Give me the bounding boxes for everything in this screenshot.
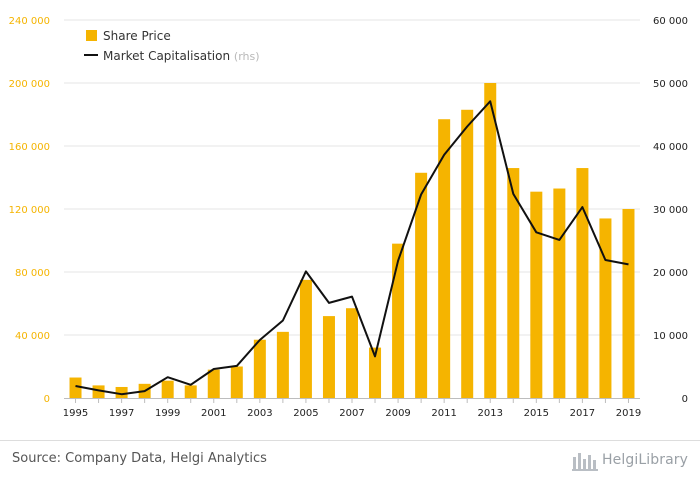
chart: 0 40 000 80 000 120 000 160 000 200 000 240 00…: [9, 16, 688, 419]
bar-2004: [276, 331, 289, 398]
y-left-tick-label: 240 000: [9, 16, 50, 27]
bar-2002: [230, 366, 243, 398]
y-left-tick-label: 160 000: [9, 142, 50, 153]
y-left-tick-label: 40 000: [15, 331, 50, 342]
bar-2001: [207, 369, 220, 398]
y-left-tick-label: 200 000: [9, 79, 50, 90]
legend-swatch-share-price: [86, 30, 97, 41]
y-right-tick-label: 40 000: [653, 142, 688, 153]
legend-label-market-cap: Market Capitalisation (rhs): [103, 49, 260, 63]
footer-divider: [0, 440, 700, 441]
legend: Share Price Market Capitalisation (rhs): [84, 29, 260, 63]
bar-2007: [346, 308, 358, 398]
y-left-tick-label: 0: [44, 394, 50, 405]
line-series: [75, 100, 629, 396]
brand-logo[interactable]: HelgiLibrary: [572, 448, 688, 472]
y-left-tick-label: 120 000: [9, 205, 50, 216]
bar-2013: [484, 83, 497, 398]
legend-label-market-cap-suffix: (rhs): [234, 50, 260, 63]
bar-2012: [461, 109, 474, 399]
bar-2009: [392, 243, 405, 398]
y-right-tick-label: 20 000: [653, 268, 688, 279]
x-tick-label: 2005: [293, 408, 318, 419]
y-right-tick-label: 60 000: [653, 16, 688, 27]
bar-2011: [438, 119, 451, 398]
x-tick-label: 2001: [201, 408, 226, 419]
bar-2019: [622, 209, 635, 398]
x-tick-label: 2019: [616, 408, 641, 419]
bar-2010: [415, 172, 428, 398]
axes: 0 40 000 80 000 120 000 160 000 200 000 240 00…: [9, 16, 688, 419]
bar-1999: [161, 380, 174, 398]
x-tick-label: 1995: [63, 408, 88, 419]
x-tick-label: 1997: [109, 408, 134, 419]
y-left-tick-label: 80 000: [15, 268, 50, 279]
bar-2005: [299, 279, 312, 398]
bar-2006: [322, 316, 335, 398]
y-right-tick-label: 30 000: [653, 205, 688, 216]
x-tick-label: 2009: [385, 408, 410, 419]
x-tick-label: 2007: [339, 408, 364, 419]
x-tick-label: 1999: [155, 408, 180, 419]
bar-2003: [253, 339, 266, 398]
x-tick-label: 2011: [431, 408, 456, 419]
bar-2014: [507, 168, 520, 398]
legend-label-market-cap-text: Market Capitalisation: [103, 49, 230, 63]
y-right-tick-label: 0: [682, 394, 688, 405]
legend-label-share-price: Share Price: [103, 29, 171, 43]
x-tick-label: 2003: [247, 408, 272, 419]
footer: Source: Company Data, Helgi Analytics He…: [0, 440, 700, 483]
bar-1997: [115, 386, 128, 398]
gridlines: [64, 19, 640, 336]
x-tick-label: 2015: [524, 408, 549, 419]
source-note: Source: Company Data, Helgi Analytics: [12, 451, 267, 466]
x-tick-label: 2017: [570, 408, 595, 419]
bar-2000: [184, 385, 197, 398]
y-right-tick-label: 50 000: [653, 79, 688, 90]
y-right-tick-label: 10 000: [653, 331, 688, 342]
bar-2016: [553, 188, 566, 398]
bars: [69, 83, 635, 399]
bar-2015: [530, 191, 543, 398]
bar-2008: [369, 347, 382, 398]
bar-2018: [599, 218, 612, 398]
library-icon: [572, 453, 599, 471]
bar-2017: [576, 168, 589, 398]
bar-1995: [69, 377, 82, 398]
x-tick-label: 2013: [478, 408, 503, 419]
brand-name: HelgiLibrary: [602, 452, 688, 468]
bar-1996: [92, 385, 105, 398]
market-cap-line: [75, 100, 629, 396]
